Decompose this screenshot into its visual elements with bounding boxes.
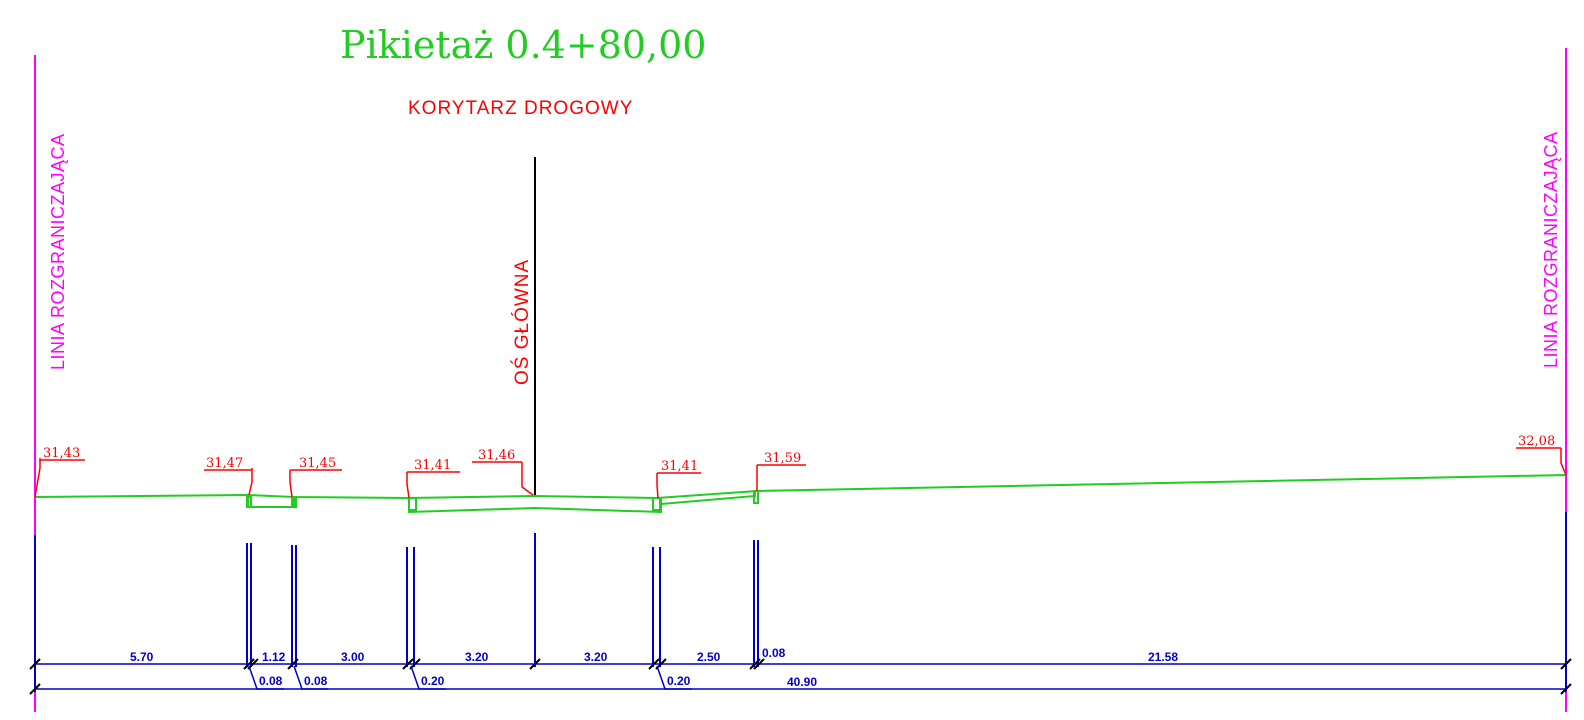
leader-line [248,665,284,690]
dimension-total: 40.90 [787,675,817,689]
elevation-value: 31,59 [764,451,801,466]
edge-marker [408,497,417,511]
extension-lines [34,512,1567,692]
dimension-value: 0.20 [421,674,445,688]
dimension-value: 3.20 [465,650,489,664]
elevation-marker [289,469,342,498]
pavement-layer [408,498,662,514]
elevation-marker [472,461,534,496]
elevation-marker [1516,447,1567,476]
dimension-value: 21.58 [1148,650,1178,664]
sub-dimension-leaders [248,665,692,690]
elevation-marker [204,468,253,496]
edge-marker [652,497,661,511]
right-boundary-label: LINIA ROZGRANICZAJĄCA [1541,131,1561,368]
edge-marker [246,496,252,508]
left-boundary-label: LINIA ROZGRANICZAJĄCA [48,133,68,370]
dimension-lines [35,663,1566,690]
dimension-value: 0.08 [762,646,786,660]
elevation-markers [34,447,1567,499]
main-axis-label: OŚ GŁÓWNA [511,259,533,385]
dimension-value: 0.20 [667,674,691,688]
elevation-value: 32,08 [1518,434,1555,449]
elevation-marker [406,471,460,499]
edge-marker [753,490,759,504]
leader-line [410,665,446,690]
elevation-value: 31,41 [661,459,698,474]
elevation-value: 31,47 [206,456,243,471]
elevation-marker [34,458,85,498]
dimension-value: 5.70 [130,650,154,664]
dimension-value: 1.12 [262,650,286,664]
road-profile [34,474,1567,514]
terrain-line [34,474,1567,500]
leader-line [293,665,328,690]
dimension-value: 3.00 [341,650,365,664]
leader-line [656,665,692,690]
elevation-marker [656,472,701,499]
dimension-value: 0.08 [304,674,328,688]
elevation-value: 31,43 [43,446,80,461]
dimension-value: 3.20 [584,650,608,664]
dimension-ticks [29,658,1572,695]
elevation-value: 31,46 [478,448,515,463]
elevation-marker [756,464,806,491]
corridor-label: KORYTARZ DROGOWY [408,98,633,119]
dimension-value: 2.50 [697,650,721,664]
station-title: Pikietaż 0.4+80,00 [340,23,706,67]
elevation-value: 31,41 [414,458,451,473]
elevation-value: 31,45 [299,456,336,471]
edge-marker [291,496,297,508]
dimension-value: 0.08 [259,674,283,688]
